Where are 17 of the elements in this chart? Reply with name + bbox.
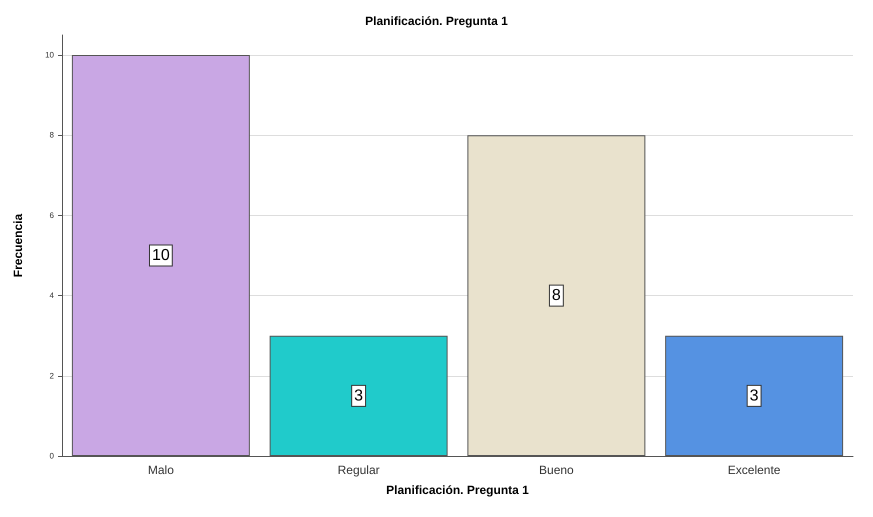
x-tick-label: Excelente <box>728 463 781 477</box>
y-tick-label: 6 <box>50 210 55 220</box>
x-axis-title: Planificación. Pregunta 1 <box>386 483 530 497</box>
chart-title: Planificación. Pregunta 1 <box>365 14 508 28</box>
y-axis-title: Frecuencia <box>11 214 25 278</box>
x-tick-label: Regular <box>338 463 380 477</box>
data-label: 3 <box>750 387 759 404</box>
x-tick-label: Malo <box>148 463 174 477</box>
x-tick-label: Bueno <box>539 463 574 477</box>
y-tick-label: 0 <box>50 452 55 460</box>
data-label: 3 <box>354 387 364 404</box>
data-label: 10 <box>152 247 170 264</box>
y-tick-label: 4 <box>50 291 55 300</box>
y-tick-label: 10 <box>45 50 55 60</box>
y-tick-label: 8 <box>50 130 55 140</box>
y-tick-label: 2 <box>50 371 55 380</box>
data-label: 8 <box>552 287 561 304</box>
